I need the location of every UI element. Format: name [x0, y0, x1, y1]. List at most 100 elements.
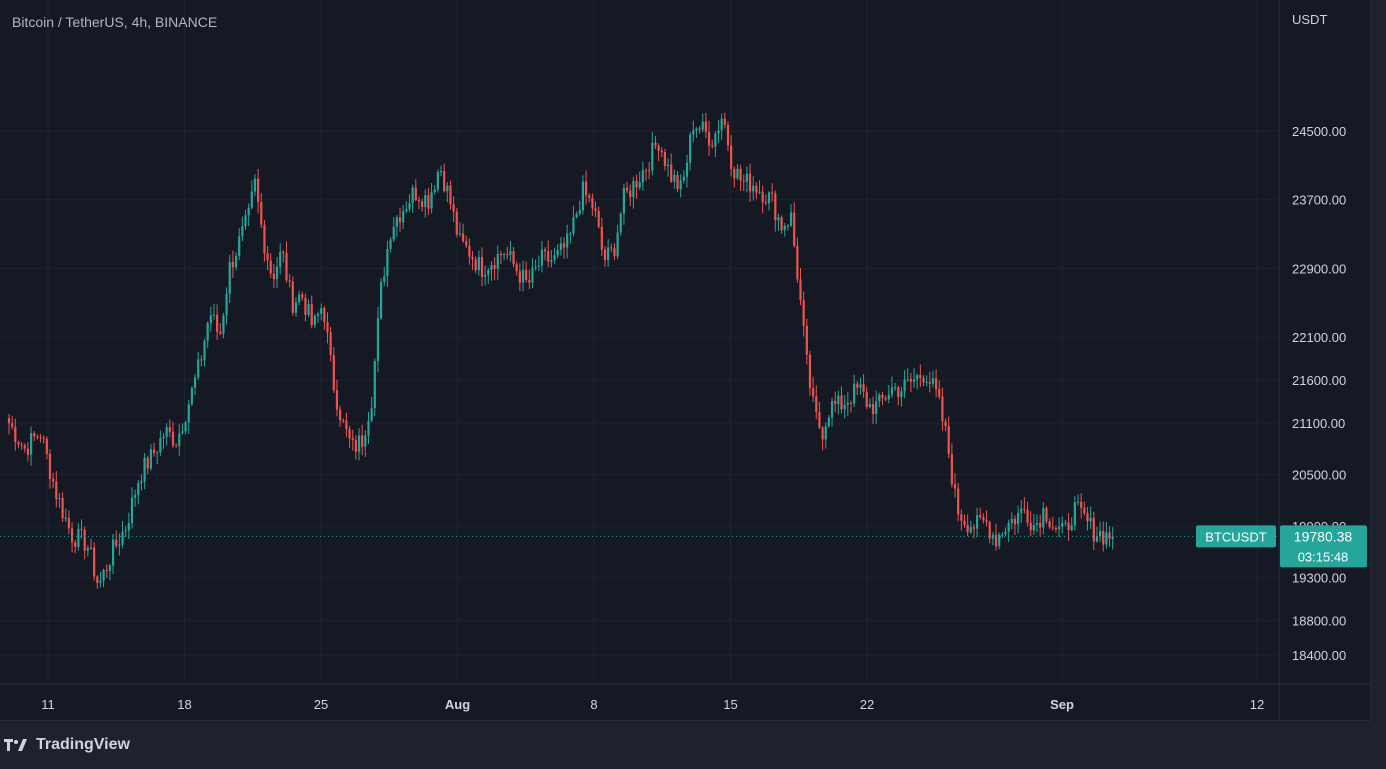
symbol-badge: BTCUSDT [1196, 525, 1276, 548]
candle [1076, 494, 1080, 506]
candle [439, 165, 443, 177]
candle [203, 338, 206, 367]
candle [279, 243, 282, 275]
candle [250, 180, 253, 210]
candle [465, 235, 468, 249]
candle [175, 442, 178, 448]
candle [197, 351, 200, 380]
candle [193, 373, 197, 395]
candle [320, 303, 323, 321]
x-tick-label: 18 [177, 697, 191, 712]
candle [518, 263, 521, 292]
chart-frame[interactable] [0, 0, 1371, 721]
candle [591, 193, 594, 217]
candle [783, 222, 786, 237]
candle [291, 276, 294, 316]
candle [950, 443, 953, 488]
candle [547, 240, 550, 268]
candle [405, 201, 408, 214]
brand-name: TradingView [36, 736, 130, 753]
candle [238, 228, 241, 261]
candle [17, 440, 20, 449]
candle [52, 472, 55, 489]
countdown-label: 03:15:48 [1298, 549, 1349, 564]
candle [361, 424, 364, 456]
candle [979, 507, 982, 520]
candle [890, 376, 894, 398]
candle [326, 312, 329, 344]
candle [1035, 514, 1039, 533]
candle [673, 169, 676, 189]
candle [1073, 496, 1076, 531]
candle [758, 180, 761, 195]
candle [1016, 505, 1020, 534]
candle [1048, 518, 1051, 530]
candle [849, 400, 853, 413]
candle [310, 295, 313, 329]
candle [909, 372, 912, 393]
candle [714, 131, 717, 158]
candle [991, 532, 994, 546]
candle [1064, 519, 1067, 527]
candle [398, 207, 402, 232]
candle [1098, 521, 1102, 542]
candle [553, 247, 556, 264]
candle [184, 420, 187, 435]
candle [342, 418, 345, 424]
candle [982, 513, 985, 524]
candle [247, 203, 250, 227]
candle [234, 252, 238, 271]
candle [935, 369, 938, 398]
x-tick-label: 25 [314, 697, 328, 712]
candle [698, 125, 701, 134]
candle [458, 222, 462, 237]
candle [912, 367, 916, 388]
candle [316, 311, 320, 324]
candle [190, 386, 193, 406]
candle [162, 432, 165, 450]
candle [622, 183, 626, 225]
candle [77, 523, 80, 551]
candle [20, 441, 23, 450]
candlestick-chart[interactable]: USDT 24500.00 23700.00 22900.00 22100.00 2160… [0, 0, 1386, 722]
time-axis[interactable]: 11 18 25 Aug 8 15 22 Sep 12 [41, 697, 1264, 712]
tradingview-brand[interactable]: TradingView [4, 736, 130, 754]
candle [146, 455, 149, 475]
candle [802, 291, 805, 337]
candle [572, 205, 575, 237]
candle [1057, 517, 1061, 538]
candle [477, 250, 480, 276]
candle [209, 306, 212, 332]
candle [887, 384, 890, 404]
candle [1083, 501, 1086, 516]
candle [39, 433, 42, 443]
candle [282, 250, 285, 263]
candle [957, 483, 960, 522]
candle [228, 254, 231, 304]
candle [805, 318, 808, 365]
candle [613, 243, 616, 261]
candle [654, 135, 657, 150]
candle [118, 533, 121, 556]
candle [140, 474, 143, 491]
candle [780, 215, 783, 234]
candle [666, 158, 670, 177]
candle [515, 261, 518, 276]
y-tick-label: 21600.00 [1292, 373, 1346, 388]
candle [748, 163, 752, 202]
candle [540, 240, 544, 273]
candle [200, 355, 203, 367]
candle [137, 480, 140, 505]
candle [859, 377, 862, 395]
candle [502, 252, 506, 260]
candle [821, 426, 824, 451]
candle [115, 530, 118, 548]
candle [348, 425, 351, 448]
y-tick-label: 18800.00 [1292, 614, 1346, 629]
candle [187, 399, 190, 434]
candle [1061, 516, 1064, 534]
candle [351, 429, 354, 451]
candle [663, 148, 667, 171]
candle [433, 185, 436, 195]
candle [689, 132, 692, 171]
